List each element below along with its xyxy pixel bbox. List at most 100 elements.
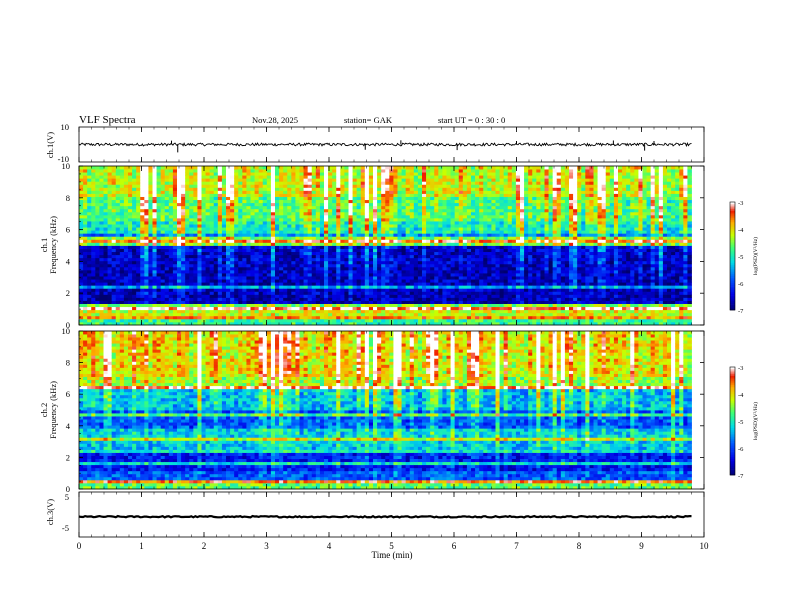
spectrogram-cell xyxy=(295,202,300,207)
spectrogram-cell xyxy=(266,257,272,262)
spectrogram-cell xyxy=(389,254,394,259)
spectrogram-cell xyxy=(189,221,194,225)
spectrogram-cell xyxy=(172,245,178,249)
spectrogram-cell xyxy=(144,297,149,301)
spectrogram-cell xyxy=(197,269,202,274)
spectrogram-cell xyxy=(275,239,280,243)
spectrogram-cell xyxy=(144,239,149,243)
spectrogram-cell xyxy=(291,196,296,201)
spectrogram-cell xyxy=(409,321,415,326)
spectrogram-cell xyxy=(303,233,309,237)
spectrogram-cell xyxy=(107,285,113,289)
spectrogram-cell xyxy=(401,303,407,308)
spectrogram-cell xyxy=(344,187,349,191)
spectrogram-cell xyxy=(221,175,227,179)
spectrogram-cell xyxy=(413,273,419,277)
spectrogram-cell xyxy=(160,279,166,283)
spectrogram-cell xyxy=(123,178,129,182)
spectrogram-cell xyxy=(205,273,211,277)
spectrogram-cell xyxy=(454,303,460,308)
spectrogram-cell xyxy=(209,321,215,326)
spectrogram-cell xyxy=(168,269,174,274)
spectrogram-cell xyxy=(324,242,329,246)
spectrogram-cell xyxy=(413,202,419,207)
spectrogram-cell xyxy=(123,169,129,173)
spectrogram-cell xyxy=(209,233,215,237)
spectrogram-cell xyxy=(303,239,309,243)
spectrogram-cell xyxy=(148,257,153,262)
spectrogram-cell xyxy=(140,239,145,243)
spectrogram-cell xyxy=(377,312,382,317)
spectrogram-cell xyxy=(177,172,182,176)
spectrogram-cell xyxy=(344,306,349,311)
spectrogram-cell xyxy=(177,187,182,191)
spectrogram-cell xyxy=(254,181,260,185)
spectrogram-cell xyxy=(132,297,137,301)
spectrogram-cell xyxy=(283,288,288,292)
spectrogram-cell xyxy=(283,315,288,320)
spectrogram-cell xyxy=(221,196,227,201)
spectrogram-cell xyxy=(315,230,321,234)
spectrogram-cell xyxy=(238,251,243,256)
spectrogram-cell xyxy=(119,303,125,308)
spectrogram-cell xyxy=(462,300,468,304)
spectrogram-cell xyxy=(230,279,235,283)
spectrogram-cell xyxy=(242,166,247,170)
spectrogram-cell xyxy=(160,248,166,253)
spectrogram-cell xyxy=(397,178,402,182)
spectrogram-cell xyxy=(315,321,321,326)
spectrogram-cell xyxy=(83,184,88,188)
spectrogram-cell xyxy=(385,245,390,249)
spectrogram-cell xyxy=(426,248,431,253)
spectrogram-cell xyxy=(148,254,153,259)
spectrogram-cell xyxy=(123,315,129,320)
spectrogram-cell xyxy=(201,276,206,280)
spectrogram-cell xyxy=(462,269,468,274)
spectrogram-cell xyxy=(336,254,341,259)
spectrogram-cell xyxy=(319,178,325,182)
spectrogram-cell xyxy=(422,251,427,256)
spectrogram-cell xyxy=(262,245,268,249)
spectrogram-cell xyxy=(401,312,407,317)
spectrogram-cell xyxy=(393,236,398,240)
spectrogram-cell xyxy=(201,217,206,222)
spectrogram-cell xyxy=(348,257,353,262)
spectrogram-cell xyxy=(91,193,96,197)
spectrogram-cell xyxy=(193,193,198,197)
spectrogram-cell xyxy=(205,257,211,262)
spectrogram-cell xyxy=(438,279,443,283)
spectrogram-cell xyxy=(364,230,370,234)
spectrogram-cell xyxy=(422,269,427,274)
spectrogram-cell xyxy=(315,254,321,259)
spectrogram-cell xyxy=(413,196,419,201)
spectrogram-cell xyxy=(360,269,366,274)
spectrogram-cell xyxy=(417,202,423,207)
spectrogram-cell xyxy=(103,291,108,295)
spectrogram-cell xyxy=(446,233,451,237)
spectrogram-cell xyxy=(450,266,456,271)
spectrogram-cell xyxy=(103,181,108,185)
spectrogram-cell xyxy=(172,224,178,228)
spectrogram-cell xyxy=(148,211,153,216)
spectrogram-cell xyxy=(299,181,304,185)
spectrogram-cell xyxy=(405,318,411,323)
spectrogram-cell xyxy=(250,294,255,298)
spectrogram-cell xyxy=(266,175,272,179)
spectrogram-cell xyxy=(136,208,141,213)
spectrogram-cell xyxy=(393,248,398,253)
spectrogram-cell xyxy=(95,309,100,314)
spectrogram-cell xyxy=(417,321,423,326)
spectrogram-cell xyxy=(405,257,411,262)
spectrogram-cell xyxy=(156,288,162,292)
spectrogram-cell xyxy=(123,227,129,231)
spectrogram-cell xyxy=(217,263,223,268)
spectrogram-cell xyxy=(413,276,419,280)
spectrogram-cell xyxy=(442,187,447,191)
spectrogram-cell xyxy=(275,306,280,311)
spectrogram-cell xyxy=(409,221,415,225)
spectrogram-cell xyxy=(462,175,468,179)
spectrogram-cell xyxy=(91,279,96,283)
spectrogram-cell xyxy=(311,175,317,179)
spectrogram-cell xyxy=(336,172,341,176)
spectrogram-cell xyxy=(413,172,419,176)
